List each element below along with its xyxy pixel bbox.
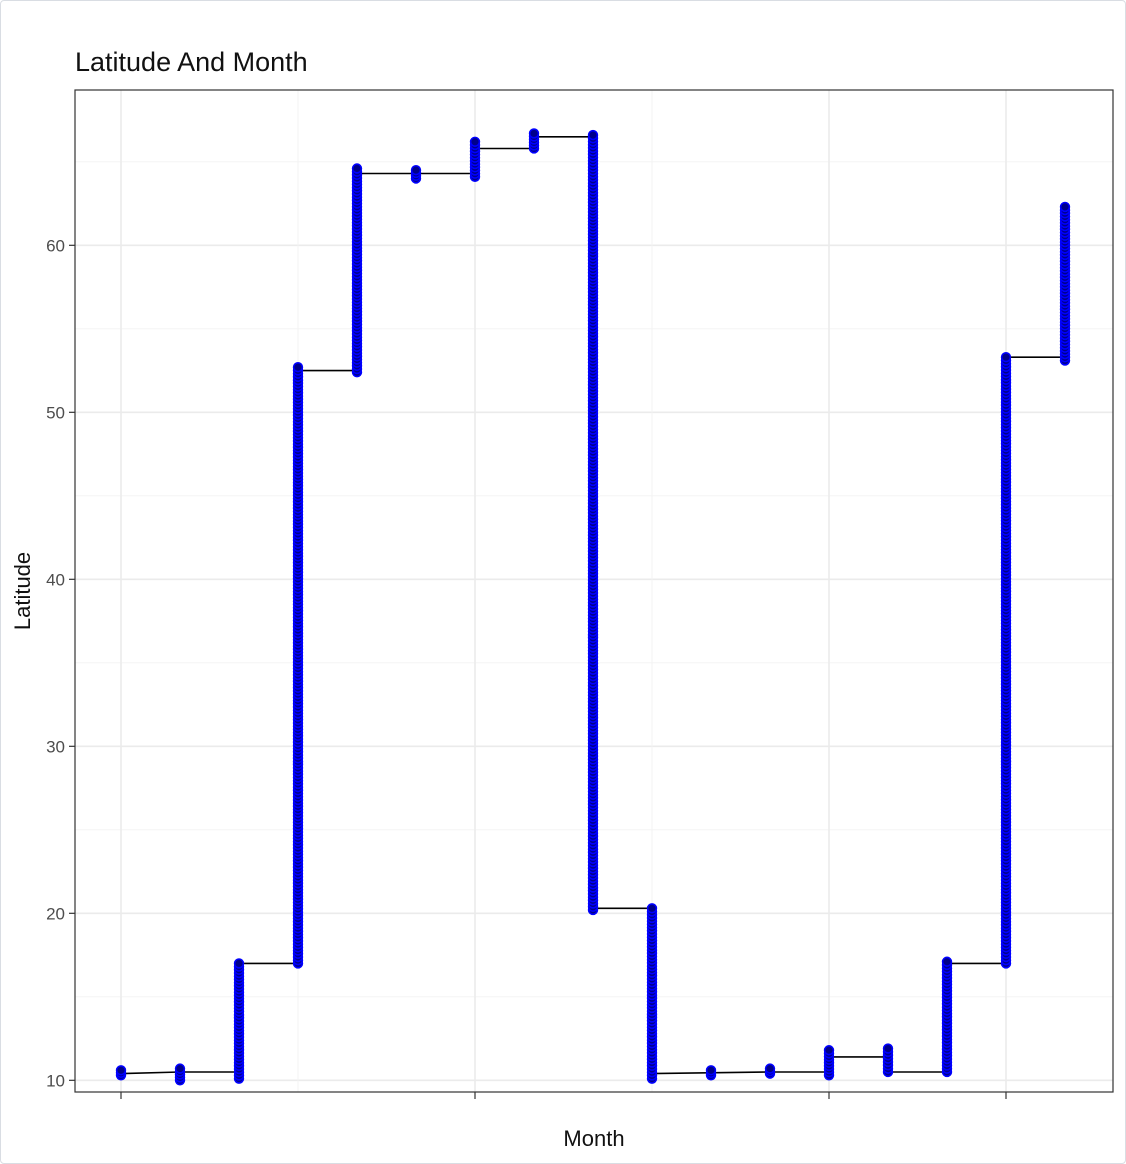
point-cluster bbox=[410, 164, 422, 184]
y-tick-label: 60 bbox=[46, 236, 65, 255]
x-axis-title: Month bbox=[563, 1126, 624, 1151]
point-cluster bbox=[1059, 201, 1071, 366]
data-point bbox=[1059, 201, 1071, 213]
data-point bbox=[882, 1043, 894, 1054]
data-point bbox=[233, 958, 245, 969]
y-tick-label: 30 bbox=[46, 737, 65, 756]
data-point bbox=[115, 1065, 127, 1076]
data-point bbox=[292, 362, 304, 373]
x-axis bbox=[120, 1092, 1007, 1099]
point-cluster bbox=[882, 1043, 894, 1078]
point-cluster bbox=[646, 903, 658, 1084]
point-cluster bbox=[174, 1063, 186, 1086]
y-axis: 10 20 30 40 50 60 bbox=[46, 236, 75, 1090]
point-cluster bbox=[351, 163, 363, 378]
point-cluster bbox=[823, 1045, 835, 1081]
data-point bbox=[823, 1045, 835, 1056]
data-point bbox=[941, 956, 953, 967]
y-tick-label: 20 bbox=[46, 904, 65, 923]
data-point bbox=[587, 129, 599, 141]
data-point bbox=[469, 136, 481, 147]
y-tick-label: 10 bbox=[46, 1071, 65, 1090]
plot-panel bbox=[74, 89, 1114, 1093]
point-cluster bbox=[115, 1065, 127, 1081]
data-point bbox=[705, 1065, 717, 1076]
data-series bbox=[115, 128, 1071, 1086]
point-cluster bbox=[705, 1065, 717, 1081]
data-point bbox=[528, 128, 540, 139]
data-point bbox=[1000, 352, 1012, 363]
data-point bbox=[410, 164, 422, 176]
y-tick-label: 40 bbox=[46, 570, 65, 589]
y-axis-title: Latitude bbox=[10, 552, 35, 630]
data-point bbox=[351, 163, 363, 174]
point-clusters bbox=[115, 128, 1071, 1086]
chart-title: Latitude And Month bbox=[75, 47, 308, 77]
point-cluster bbox=[1000, 352, 1012, 969]
point-cluster bbox=[469, 136, 481, 183]
y-tick-label: 50 bbox=[46, 403, 65, 422]
point-cluster bbox=[764, 1063, 776, 1079]
data-point bbox=[646, 903, 658, 914]
point-cluster bbox=[233, 958, 245, 1084]
point-cluster bbox=[587, 129, 599, 916]
point-cluster bbox=[292, 362, 304, 969]
point-cluster bbox=[941, 956, 953, 1078]
data-point bbox=[174, 1063, 186, 1074]
data-point bbox=[764, 1063, 776, 1074]
point-cluster bbox=[528, 128, 540, 154]
